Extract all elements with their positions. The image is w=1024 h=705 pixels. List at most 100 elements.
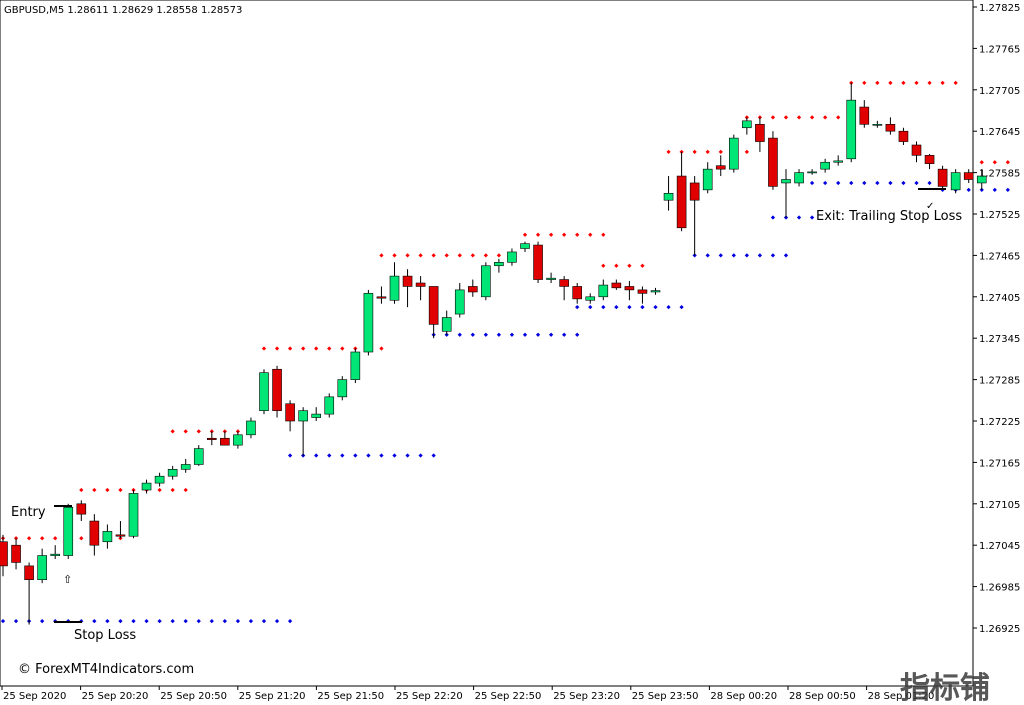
time-tick-label: 25 Sep 23:20 <box>553 691 620 702</box>
price-tick-label: 1.27045 <box>979 541 1020 552</box>
resistance-dot <box>483 253 488 258</box>
support-dot <box>770 253 776 258</box>
resistance-dot <box>157 487 162 493</box>
bear-candle <box>402 275 413 287</box>
time-tick-label: 25 Sep 2020 <box>3 691 66 702</box>
support-dot <box>705 253 710 258</box>
support-dot <box>666 305 671 310</box>
support-dot <box>679 305 684 310</box>
resistance-dot <box>575 232 580 237</box>
resistance-dot <box>992 160 997 165</box>
resistance-dot <box>535 232 541 237</box>
stop-loss-label: Stop Loss <box>74 628 136 643</box>
bear-candle <box>415 282 426 287</box>
bear-candle <box>898 130 909 142</box>
bull-candle <box>794 172 804 184</box>
bull-candle <box>872 124 883 126</box>
support-dot <box>901 180 906 186</box>
support-dot <box>614 305 619 310</box>
price-tick-label: 1.27465 <box>979 251 1020 262</box>
check-icon: ✓ <box>926 201 934 212</box>
bear-candle <box>24 565 34 581</box>
bull-candle <box>324 396 335 415</box>
bull-candle <box>833 160 844 163</box>
resistance-dot <box>183 429 188 434</box>
support-dot <box>353 453 358 458</box>
resistance-dot <box>666 149 671 155</box>
resistance-dot <box>640 263 645 268</box>
bear-candle <box>285 403 295 422</box>
support-dot <box>157 618 162 624</box>
bull-candle <box>128 493 139 537</box>
resistance-dot <box>392 253 397 258</box>
support-dot <box>366 453 371 458</box>
bull-candle <box>950 172 961 191</box>
resistance-dot <box>718 149 723 155</box>
support-dot <box>431 453 436 458</box>
support-dot <box>627 305 632 310</box>
support-dot <box>509 332 515 337</box>
bull-candle <box>102 531 113 543</box>
support-dot <box>809 180 815 186</box>
support-dot <box>248 618 254 624</box>
bear-candle <box>676 175 687 229</box>
price-tick-label: 1.27345 <box>979 334 1020 345</box>
support-dot <box>653 305 658 310</box>
support-dot <box>170 618 175 624</box>
bull-candle <box>520 243 530 249</box>
support-dot <box>770 215 776 220</box>
resistance-dot <box>340 346 345 351</box>
support-dot <box>927 180 932 186</box>
support-dot <box>405 453 410 458</box>
bull-candle <box>976 175 987 184</box>
support-dot <box>914 180 919 186</box>
price-axis: 1.27825 1.27765 1.27705 1.27645 1.27585 1.275… <box>973 3 1020 635</box>
time-tick-label: 25 Sep 23:50 <box>632 691 699 702</box>
support-dot <box>235 618 241 624</box>
bear-candle <box>559 279 569 287</box>
support-dot <box>731 253 736 258</box>
support-dot <box>131 618 136 624</box>
resistance-dot <box>379 253 384 258</box>
price-tick-label: 1.27225 <box>979 417 1020 428</box>
support-dot <box>888 180 893 186</box>
resistance-dot <box>379 346 384 351</box>
bear-candle <box>89 520 100 546</box>
price-tick-label: 1.26985 <box>979 583 1020 594</box>
resistance-dot <box>444 253 449 258</box>
resistance-dot <box>457 253 462 258</box>
bull-candle <box>389 275 400 301</box>
resistance-dot <box>601 263 606 268</box>
resistance-dot <box>627 263 632 268</box>
bull-candle <box>494 261 504 267</box>
symbol-header: GBPUSD,M5 1.28611 1.28629 1.28558 1.2857… <box>4 5 242 16</box>
support-dot <box>261 618 267 624</box>
bull-candle <box>663 193 674 201</box>
time-tick-label: 28 Sep 00:50 <box>789 691 856 702</box>
bear-candle <box>768 137 778 187</box>
bear-candle <box>533 244 543 280</box>
support-dot <box>522 332 528 337</box>
up-arrow-icon: ⇧ <box>63 573 72 586</box>
bear-candle <box>885 124 896 132</box>
support-dot <box>588 305 593 310</box>
price-tick-label: 1.27585 <box>979 169 1020 180</box>
bull-candle <box>167 468 178 477</box>
support-dot <box>392 453 397 458</box>
resistance-dot <box>196 429 201 434</box>
support-dot <box>757 253 763 258</box>
bull-candle <box>63 506 74 556</box>
time-tick-label: 25 Sep 22:50 <box>475 691 542 702</box>
bull-candle <box>298 410 308 422</box>
bull-candle <box>585 296 596 301</box>
support-dot <box>1005 187 1010 192</box>
bull-candle <box>650 290 661 293</box>
price-tick-label: 1.27645 <box>979 127 1020 138</box>
resistance-dot <box>418 253 423 258</box>
bull-candle <box>598 284 609 298</box>
time-tick-label: 25 Sep 21:50 <box>317 691 384 702</box>
time-tick-label: 25 Sep 20:20 <box>82 691 149 702</box>
bear-candle <box>467 286 478 293</box>
